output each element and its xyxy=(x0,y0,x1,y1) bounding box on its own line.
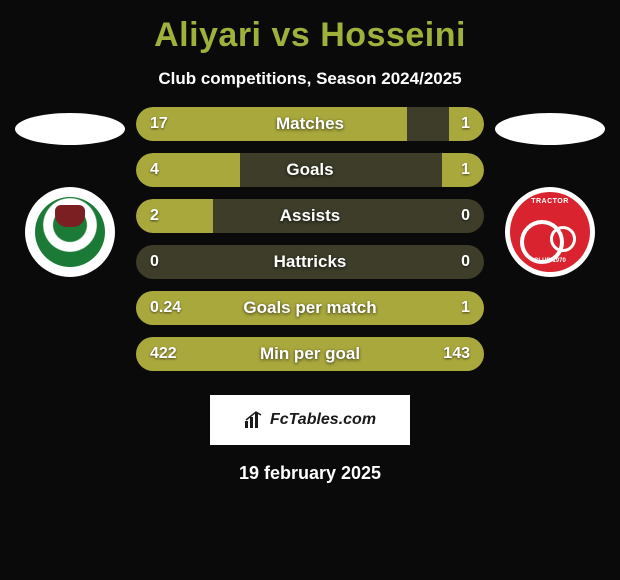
stat-row: 422Min per goal143 xyxy=(136,337,484,371)
stat-value-right: 143 xyxy=(443,345,470,363)
left-column xyxy=(10,107,130,277)
badge-top-text: TRACTOR xyxy=(510,198,590,205)
stat-value-right: 0 xyxy=(461,253,470,271)
left-club-badge xyxy=(25,187,115,277)
stat-label: Min per goal xyxy=(136,344,484,364)
subtitle: Club competitions, Season 2024/2025 xyxy=(10,69,610,89)
stats-column: 17Matches14Goals12Assists00Hattricks00.2… xyxy=(130,107,490,383)
player-pill-left xyxy=(15,113,125,145)
right-club-badge: TRACTOR CLUB 1970 xyxy=(505,187,595,277)
stat-value-right: 1 xyxy=(461,161,470,179)
branding-badge: FcTables.com xyxy=(210,395,410,445)
stat-row: 4Goals1 xyxy=(136,153,484,187)
shield-icon xyxy=(35,197,105,267)
stat-value-right: 1 xyxy=(461,299,470,317)
stat-label: Goals per match xyxy=(136,298,484,318)
stat-label: Matches xyxy=(136,114,484,134)
stat-row: 0.24Goals per match1 xyxy=(136,291,484,325)
content-row: 17Matches14Goals12Assists00Hattricks00.2… xyxy=(10,107,610,383)
comparison-card: Aliyari vs Hosseini Club competitions, S… xyxy=(0,0,620,484)
branding-text: FcTables.com xyxy=(270,411,376,429)
stat-label: Hattricks xyxy=(136,252,484,272)
stat-label: Goals xyxy=(136,160,484,180)
date-text: 19 february 2025 xyxy=(10,463,610,484)
page-title: Aliyari vs Hosseini xyxy=(10,16,610,55)
chart-icon xyxy=(244,411,266,429)
stat-row: 2Assists0 xyxy=(136,199,484,233)
badge-bottom-text: CLUB 1970 xyxy=(510,258,590,264)
stat-row: 17Matches1 xyxy=(136,107,484,141)
right-column: TRACTOR CLUB 1970 xyxy=(490,107,610,277)
stat-value-right: 0 xyxy=(461,207,470,225)
player-pill-right xyxy=(495,113,605,145)
stat-label: Assists xyxy=(136,206,484,226)
tractor-icon: TRACTOR CLUB 1970 xyxy=(510,192,590,272)
stat-value-right: 1 xyxy=(461,115,470,133)
stat-row: 0Hattricks0 xyxy=(136,245,484,279)
